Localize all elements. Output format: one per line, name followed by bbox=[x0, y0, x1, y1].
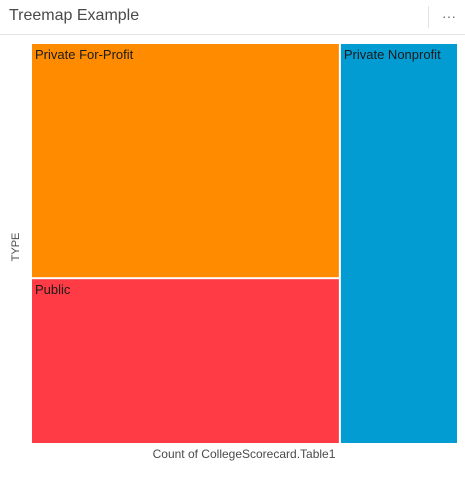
treemap-node-public[interactable]: Public bbox=[32, 279, 339, 443]
y-axis-label: TYPE bbox=[10, 232, 22, 262]
treemap-rect-public[interactable] bbox=[32, 279, 339, 443]
treemap-svg: Private For-Profit Public Private Nonprofi… bbox=[32, 44, 457, 443]
treemap-label-public: Public bbox=[35, 282, 71, 297]
card-title: Treemap Example bbox=[9, 7, 140, 24]
x-axis-label: Count of CollegeScorecard.Table1 bbox=[152, 447, 336, 461]
more-options-icon[interactable]: ··· bbox=[442, 8, 456, 24]
treemap-node-private-for-profit[interactable]: Private For-Profit bbox=[32, 44, 339, 278]
treemap-rect-private-for-profit[interactable] bbox=[32, 44, 339, 278]
treemap-chart: Private For-Profit Public Private Nonprofi… bbox=[0, 36, 465, 478]
treemap-label-private-nonprofit: Private Nonprofit bbox=[344, 47, 441, 62]
card-header: Treemap Example ··· bbox=[0, 0, 465, 35]
header-divider bbox=[428, 6, 429, 28]
treemap-label-private-for-profit: Private For-Profit bbox=[35, 47, 134, 62]
treemap-rect-private-nonprofit[interactable] bbox=[340, 44, 457, 443]
treemap-node-private-nonprofit[interactable]: Private Nonprofit bbox=[340, 44, 457, 443]
